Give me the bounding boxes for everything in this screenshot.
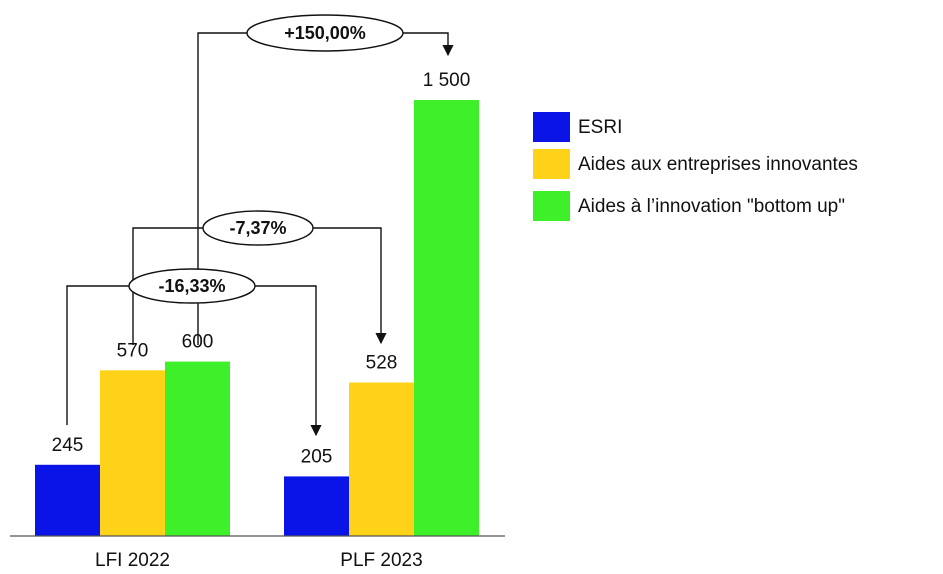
value-label: 1 500 [423,70,471,91]
annotation: -16,33% [158,276,225,296]
legend-swatch [533,112,570,142]
bar [100,370,165,536]
legend-swatch [533,191,570,221]
bar [414,100,479,536]
value-label: 570 [117,340,149,361]
value-label: 205 [301,446,333,467]
bar [35,464,100,536]
bar [349,382,414,536]
value-label: 528 [366,353,398,374]
bar [284,476,349,536]
legend-label: Aides aux entreprises innovantes [578,154,858,175]
legend-swatch [533,149,570,179]
x-tick-label: PLF 2023 [340,550,422,571]
plot [35,100,479,536]
annotation-bubble [202,210,314,246]
value-label: 600 [182,332,214,353]
legend-label: Aides à l’innovation "bottom up" [578,196,845,217]
legend-label: ESRI [578,117,622,138]
annotation-bubble [246,14,404,52]
value-label: 245 [52,435,84,456]
annotation: +150,00% [284,23,366,43]
bar [165,361,230,536]
x-tick-label: LFI 2022 [95,550,170,571]
annotation: -7,37% [229,218,286,238]
annotation-bubble [128,268,256,304]
